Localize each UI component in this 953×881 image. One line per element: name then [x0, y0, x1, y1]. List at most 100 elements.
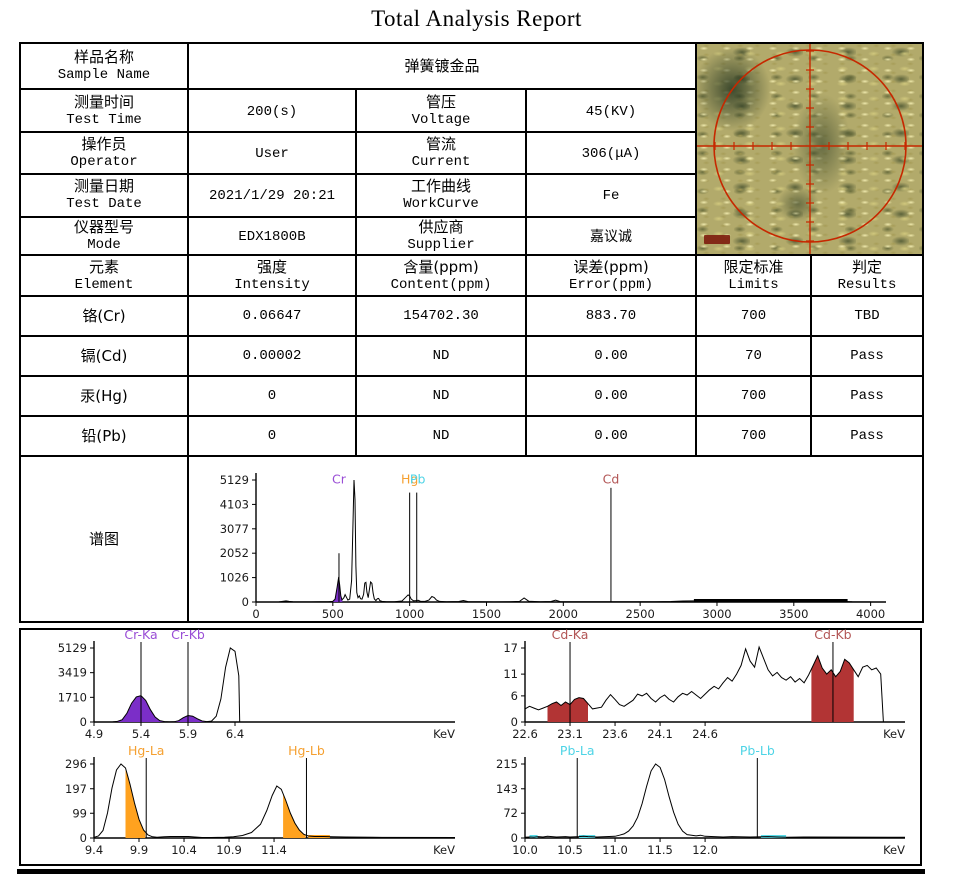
svg-text:0: 0 — [80, 831, 87, 845]
svg-text:Cd-Ka: Cd-Ka — [552, 628, 589, 642]
info-value-workcurve: Fe — [525, 173, 697, 218]
element-header-row: 元素 Element 强度 Intensity 含量(ppm) Content(… — [19, 254, 924, 297]
svg-text:Pb-La: Pb-La — [560, 744, 595, 758]
svg-text:3077: 3077 — [220, 522, 249, 536]
col-header-error: 误差(ppm) Error(ppm) — [525, 254, 697, 297]
svg-text:0: 0 — [511, 715, 518, 729]
svg-text:Pb-Lb: Pb-Lb — [740, 744, 775, 758]
svg-text:11: 11 — [503, 667, 518, 681]
svg-text:4000: 4000 — [856, 607, 885, 620]
info-value-current: 306(μA) — [525, 130, 697, 176]
svg-text:12.0: 12.0 — [692, 843, 718, 857]
svg-text:6.4: 6.4 — [226, 727, 244, 741]
spectrum-row: 谱图 — [19, 455, 924, 623]
svg-text:23.6: 23.6 — [602, 727, 628, 741]
reticle-overlay — [698, 45, 921, 253]
svg-text:Hg-La: Hg-La — [128, 744, 164, 758]
main-spectrum-chart: 0 1026 2052 3077 4103 5129 0 500 1000 1500 2000 250… — [220, 472, 886, 620]
col-header-limits: 限定标准 Limits — [695, 254, 812, 297]
svg-text:2052: 2052 — [220, 546, 249, 560]
cell-cd-limit: 70 — [695, 335, 812, 377]
spectrum-label-cell: 谱图 — [19, 455, 189, 623]
spectrum-chart-cell — [187, 455, 924, 623]
cell-pb-result: Pass — [810, 415, 924, 457]
cell-hg-intensity: 0 — [187, 375, 357, 417]
svg-text:24.6: 24.6 — [692, 727, 718, 741]
svg-text:5.9: 5.9 — [179, 727, 197, 741]
info-value-sample-name: 弹簧镀金品 — [187, 41, 697, 91]
svg-text:2000: 2000 — [549, 607, 578, 620]
cell-cr-result: TBD — [810, 295, 924, 337]
svg-text:10.0: 10.0 — [512, 843, 538, 857]
cell-hg-content: ND — [355, 375, 527, 417]
bottom-rule — [17, 869, 925, 874]
svg-text:Cd-Kb: Cd-Kb — [814, 628, 851, 642]
info-label-workcurve: 工作曲线 WorkCurve — [355, 173, 527, 218]
cell-cr-limit: 700 — [695, 295, 812, 337]
cell-cd-name: 镉(Cd) — [19, 335, 189, 377]
cell-hg-result: Pass — [810, 375, 924, 417]
cell-cr-name: 铬(Cr) — [19, 295, 189, 337]
cell-cd-error: 0.00 — [525, 335, 697, 377]
svg-text:1710: 1710 — [58, 690, 87, 704]
svg-text:Cd: Cd — [603, 472, 620, 487]
info-value-voltage: 45(KV) — [525, 88, 697, 133]
scale-marking — [704, 235, 730, 244]
info-label-supplier: 供应商 Supplier — [355, 215, 527, 257]
svg-text:0: 0 — [511, 831, 518, 845]
info-value-test-date: 2021/1/29 20:21 — [187, 173, 357, 218]
info-value-supplier: 嘉议诚 — [525, 215, 697, 257]
svg-text:Cr: Cr — [332, 472, 347, 487]
svg-text:143: 143 — [496, 782, 518, 796]
svg-text:10.4: 10.4 — [171, 843, 197, 857]
svg-text:11.4: 11.4 — [261, 843, 287, 857]
svg-text:Hg: Hg — [401, 472, 418, 487]
svg-text:500: 500 — [322, 607, 344, 620]
svg-text:9.9: 9.9 — [130, 843, 148, 857]
svg-text:0: 0 — [252, 607, 259, 620]
cell-hg-limit: 700 — [695, 375, 812, 417]
svg-text:0: 0 — [242, 595, 249, 609]
svg-text:Pb: Pb — [410, 472, 426, 487]
svg-text:1000: 1000 — [395, 607, 424, 620]
info-label-sample-name: 样品名称 Sample Name — [19, 41, 189, 91]
element-row-hg: 汞(Hg) 0 ND 0.00 700 Pass — [19, 375, 924, 417]
sample-photo — [698, 45, 921, 253]
svg-text:KeV: KeV — [433, 727, 455, 741]
svg-text:6: 6 — [511, 689, 518, 703]
info-value-operator: User — [187, 130, 357, 176]
cell-hg-error: 0.00 — [525, 375, 697, 417]
cell-cr-intensity: 0.06647 — [187, 295, 357, 337]
info-label-current: 管流 Current — [355, 130, 527, 176]
cr-peak-chart: 0 1710 3419 5129 4.9 5.4 5.9 6.4 KeV Cr-Ka Cr-Kb — [58, 628, 455, 741]
cell-pb-content: ND — [355, 415, 527, 457]
svg-text:296: 296 — [65, 757, 87, 771]
report-table: 样品名称 Sample Name 弹簧镀金品 测量时间 Test Time 20… — [19, 41, 924, 623]
cell-pb-intensity: 0 — [187, 415, 357, 457]
info-label-test-time: 测量时间 Test Time — [19, 88, 189, 133]
cell-cr-content: 154702.30 — [355, 295, 527, 337]
svg-text:11.5: 11.5 — [647, 843, 673, 857]
cell-cd-content: ND — [355, 335, 527, 377]
svg-text:Cr-Kb: Cr-Kb — [171, 628, 205, 642]
svg-text:3419: 3419 — [58, 666, 87, 680]
element-row-pb: 铅(Pb) 0 ND 0.00 700 Pass — [19, 415, 924, 457]
svg-text:215: 215 — [496, 757, 518, 771]
cell-pb-error: 0.00 — [525, 415, 697, 457]
info-value-test-time: 200(s) — [187, 88, 357, 133]
svg-text:KeV: KeV — [883, 843, 905, 857]
svg-text:197: 197 — [65, 782, 87, 796]
svg-text:5.4: 5.4 — [132, 727, 150, 741]
info-label-operator: 操作员 Operator — [19, 130, 189, 176]
cell-cd-intensity: 0.00002 — [187, 335, 357, 377]
svg-text:23.1: 23.1 — [557, 727, 583, 741]
svg-text:KeV: KeV — [883, 727, 905, 741]
cell-pb-limit: 700 — [695, 415, 812, 457]
svg-text:4.9: 4.9 — [85, 727, 103, 741]
svg-text:3500: 3500 — [779, 607, 808, 620]
element-row-cd: 镉(Cd) 0.00002 ND 0.00 70 Pass — [19, 335, 924, 377]
svg-text:10.9: 10.9 — [216, 843, 242, 857]
svg-text:17: 17 — [503, 641, 518, 655]
cd-peak-chart: 0 6 11 17 22.6 23.1 23.6 24.1 24.6 KeV Cd-Ka Cd-Kb — [503, 628, 905, 741]
